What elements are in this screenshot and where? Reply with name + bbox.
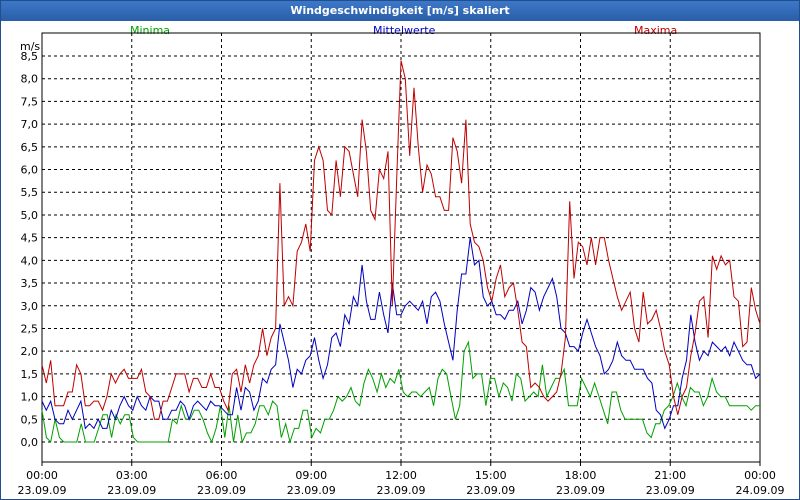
x-tick-time: 00:00: [744, 469, 776, 482]
x-tick-date: 24.09.09: [736, 484, 785, 497]
y-tick-label: 1,0: [21, 391, 39, 404]
y-tick-label: 0,0: [21, 436, 39, 449]
x-tick-time: 09:00: [295, 469, 327, 482]
x-tick-time: 21:00: [654, 469, 686, 482]
x-tick-date: 23.09.09: [197, 484, 246, 497]
x-tick-date: 23.09.09: [107, 484, 156, 497]
y-tick-label: 2,0: [21, 345, 39, 358]
x-tick-date: 23.09.09: [646, 484, 695, 497]
series-lines: [41, 60, 761, 444]
window-title: Windgeschwindigkeit [m/s] skaliert: [1, 1, 799, 21]
y-tick-label: 4,5: [21, 232, 39, 245]
x-tick-date: 23.09.09: [287, 484, 336, 497]
y-tick-label: 5,0: [21, 209, 39, 222]
axes: [41, 32, 761, 466]
y-tick-label: 0,5: [21, 413, 39, 426]
legend-minima: Minima: [130, 24, 171, 37]
y-tick-label: 3,0: [21, 300, 39, 313]
legend-maxima: Maxima: [634, 24, 678, 37]
x-tick-date: 23.09.09: [18, 484, 67, 497]
y-tick-label: 6,5: [21, 141, 39, 154]
x-tick-time: 18:00: [565, 469, 597, 482]
y-tick-label: 4,0: [21, 254, 39, 267]
tick-labels: 0,0 0,5 1,0 1,5 2,0 2,5 3,0 3,5 4,0 4,5 5,0 5,5 6,0 6…: [18, 50, 785, 497]
x-tick-time: 12:00: [385, 469, 417, 482]
series-line-maxima: [41, 60, 761, 420]
x-tick-time: 00:00: [26, 469, 58, 482]
legend-mittelwerte: Mittelwerte: [373, 24, 436, 37]
y-tick-label: 8,5: [21, 50, 39, 63]
series-line-minima: [41, 340, 760, 444]
series-line-mittelwerte: [41, 237, 761, 430]
y-tick-label: 5,5: [21, 186, 39, 199]
y-tick-label: 2,5: [21, 322, 39, 335]
y-tick-label: 3,5: [21, 277, 39, 290]
y-tick-label: 7,5: [21, 95, 39, 108]
y-axis-unit: m/s: [20, 40, 41, 53]
y-tick-label: 1,5: [21, 368, 39, 381]
y-tick-label: 7,0: [21, 118, 39, 131]
x-tick-date: 23.09.09: [556, 484, 605, 497]
x-tick-time: 15:00: [475, 469, 507, 482]
y-tick-label: 6,0: [21, 164, 39, 177]
y-tick-label: 8,0: [21, 73, 39, 86]
x-tick-time: 06:00: [206, 469, 238, 482]
x-tick-date: 23.09.09: [377, 484, 426, 497]
plot-frame: [41, 32, 761, 463]
x-tick-date: 23.09.09: [466, 484, 515, 497]
x-tick-time: 03:00: [116, 469, 148, 482]
